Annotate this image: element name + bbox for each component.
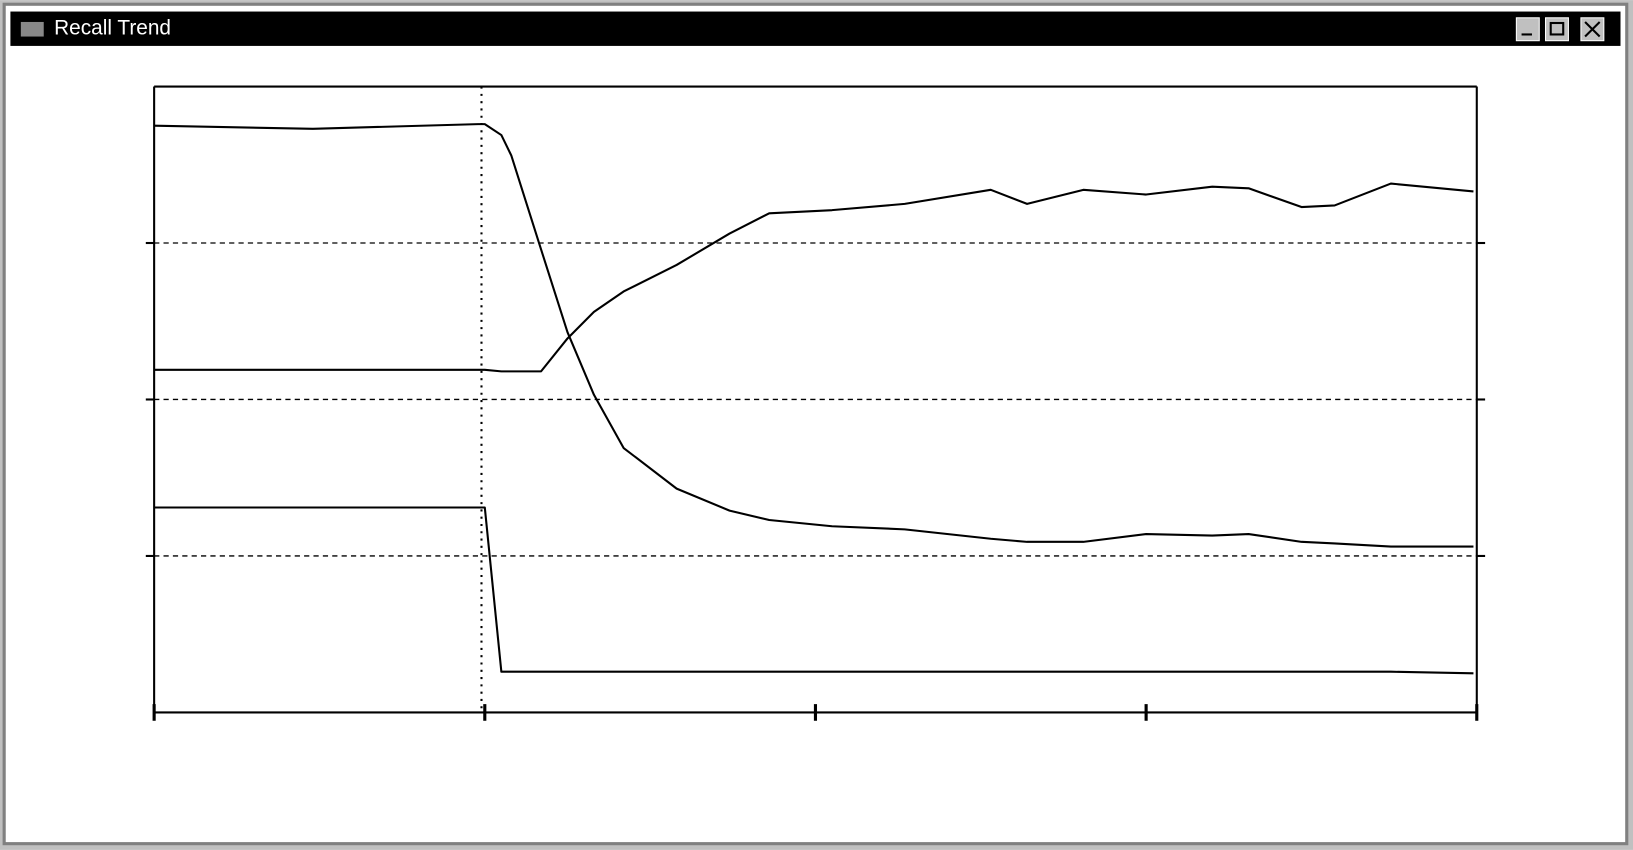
trend-line bbox=[154, 182, 1474, 373]
title-bar bbox=[10, 11, 1621, 46]
close-icon bbox=[1584, 21, 1601, 38]
trend-line bbox=[154, 506, 1474, 675]
window-icon bbox=[20, 21, 44, 37]
maximize-icon bbox=[1549, 21, 1565, 36]
maximize-button[interactable] bbox=[1544, 17, 1569, 42]
plot-area bbox=[145, 85, 1486, 721]
trend-line bbox=[154, 123, 1474, 548]
window-title: Recall Trend bbox=[54, 17, 171, 40]
window-buttons bbox=[1515, 17, 1605, 42]
minimize-button[interactable] bbox=[1515, 17, 1540, 42]
